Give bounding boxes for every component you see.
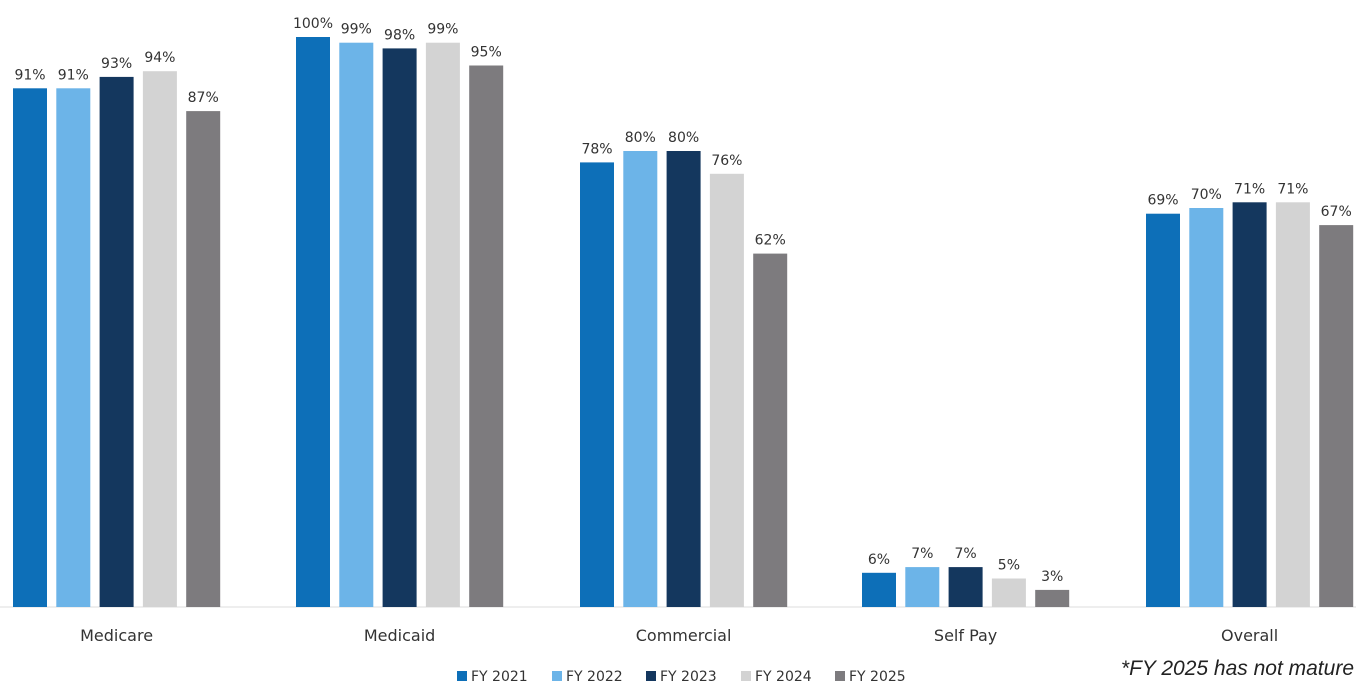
bar-self-pay-fy-2021 <box>862 572 896 607</box>
bar-medicaid-fy-2021 <box>296 37 330 607</box>
value-label: 67% <box>1321 204 1352 220</box>
category-label: Medicare <box>80 626 153 645</box>
value-label: 5% <box>998 558 1020 574</box>
bar-overall-fy-2022 <box>1189 208 1224 607</box>
category-labels-group: Medicare Medicaid Commercial Self Pay Overal… <box>80 626 1278 645</box>
bar-medicare-fy-2024 <box>142 71 177 607</box>
value-label: 99% <box>427 22 458 38</box>
legend: FY 2021 FY 2022 FY 2023 FY 2024 FY 2025 <box>457 669 906 685</box>
bar-self-pay-fy-2024 <box>991 578 1026 607</box>
value-label: 69% <box>1147 193 1178 209</box>
value-label: 7% <box>954 546 976 562</box>
category-label: Overall <box>1221 626 1278 645</box>
value-label: 80% <box>668 130 699 146</box>
value-label: 70% <box>1191 187 1222 203</box>
value-label: 80% <box>625 130 656 146</box>
value-label: 7% <box>911 546 933 562</box>
value-label: 95% <box>471 45 502 61</box>
bar-medicaid-fy-2024 <box>425 42 460 607</box>
legend-swatch <box>646 671 656 681</box>
value-labels-group: 91% 91% 93% 94% 87% 100% 99% 98% 99% 95% 78% 80% 80%… <box>14 16 1351 585</box>
legend-swatch <box>457 671 467 681</box>
bar-overall-fy-2023 <box>1232 202 1267 608</box>
value-label: 93% <box>101 56 132 72</box>
value-label: 94% <box>144 50 175 66</box>
category-label: Self Pay <box>934 626 997 645</box>
value-label: 62% <box>755 233 786 249</box>
legend-label: FY 2025 <box>849 669 906 685</box>
legend-label: FY 2021 <box>471 669 528 685</box>
bars-group <box>13 37 1354 608</box>
legend-swatch <box>835 671 845 681</box>
footnote: *FY 2025 has not mature <box>1120 657 1354 680</box>
value-label: 6% <box>868 552 890 568</box>
category-label: Medicaid <box>364 626 435 645</box>
bar-medicare-fy-2023 <box>99 76 134 607</box>
legend-swatch <box>741 671 751 681</box>
legend-label: FY 2022 <box>566 669 623 685</box>
category-label: Commercial <box>636 626 732 645</box>
bar-self-pay-fy-2022 <box>905 567 940 607</box>
value-label: 98% <box>384 27 415 43</box>
bar-overall-fy-2021 <box>1146 213 1180 607</box>
bar-overall-fy-2025 <box>1319 225 1354 607</box>
bar-commercial-fy-2024 <box>709 173 744 608</box>
bar-medicare-fy-2021 <box>13 88 47 608</box>
value-label: 78% <box>581 141 612 157</box>
value-label: 76% <box>711 153 742 169</box>
value-label: 71% <box>1277 181 1308 197</box>
bar-medicaid-fy-2023 <box>382 48 417 607</box>
value-label: 3% <box>1041 569 1063 585</box>
bar-medicare-fy-2022 <box>56 88 91 608</box>
value-label: 100% <box>293 16 333 32</box>
value-label: 91% <box>58 67 89 83</box>
legend-swatch <box>552 671 562 681</box>
bar-commercial-fy-2021 <box>580 162 614 607</box>
legend-label: FY 2024 <box>755 669 812 685</box>
bar-commercial-fy-2025 <box>753 253 788 607</box>
legend-label: FY 2023 <box>660 669 717 685</box>
bar-medicaid-fy-2022 <box>339 42 374 607</box>
value-label: 99% <box>341 22 372 38</box>
value-label: 91% <box>14 67 45 83</box>
bar-medicaid-fy-2025 <box>469 65 504 607</box>
bar-overall-fy-2024 <box>1275 202 1310 608</box>
bar-commercial-fy-2022 <box>623 151 658 607</box>
bar-self-pay-fy-2025 <box>1035 589 1070 607</box>
value-label: 71% <box>1234 181 1265 197</box>
bar-commercial-fy-2023 <box>666 151 701 607</box>
value-label: 87% <box>188 90 219 106</box>
bar-self-pay-fy-2023 <box>948 567 983 607</box>
bar-medicare-fy-2025 <box>186 111 221 607</box>
